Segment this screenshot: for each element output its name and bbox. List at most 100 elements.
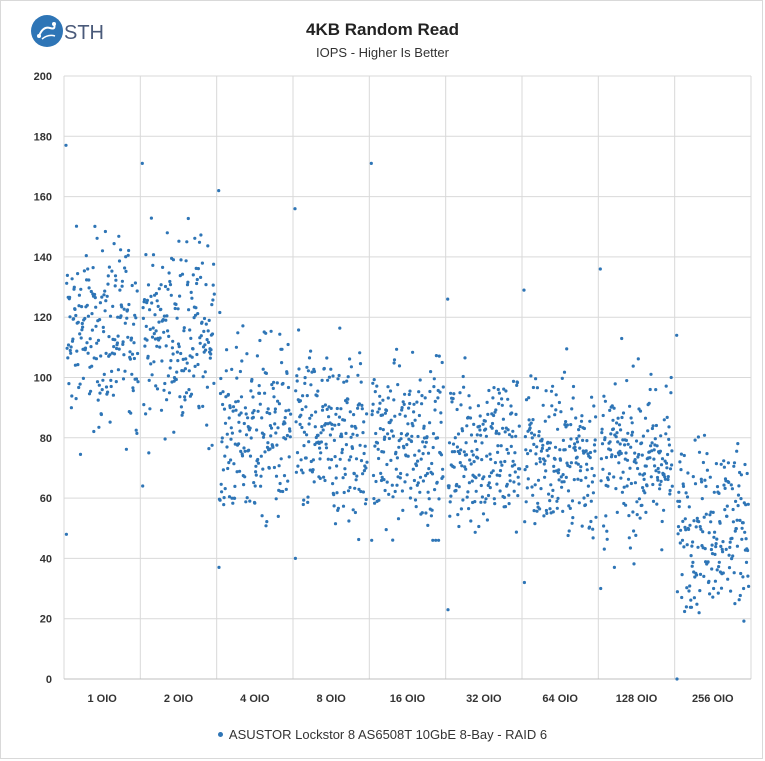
data-point	[304, 456, 308, 460]
data-point	[147, 451, 151, 455]
data-point	[699, 477, 703, 481]
data-point	[227, 495, 232, 499]
data-point	[531, 418, 535, 422]
data-point	[174, 302, 178, 306]
data-point	[234, 400, 238, 404]
data-point	[231, 501, 235, 505]
data-point	[166, 374, 170, 378]
data-point	[511, 429, 515, 433]
data-point	[180, 272, 185, 276]
data-point	[451, 397, 455, 401]
data-point	[696, 435, 701, 439]
data-point	[615, 431, 619, 435]
data-point	[651, 482, 655, 487]
data-point	[222, 407, 227, 411]
data-point	[581, 438, 585, 442]
data-point	[182, 369, 186, 373]
data-point	[584, 476, 588, 480]
data-point	[386, 396, 390, 400]
data-point	[592, 443, 597, 447]
data-point	[87, 278, 91, 282]
data-point	[570, 521, 574, 525]
data-point	[371, 473, 376, 478]
data-point	[278, 332, 282, 336]
data-point	[655, 502, 659, 506]
data-point	[469, 462, 473, 466]
data-point	[278, 481, 282, 486]
data-point	[217, 189, 221, 193]
data-point	[93, 296, 97, 300]
data-point	[577, 428, 581, 432]
data-point	[446, 297, 450, 301]
data-point	[707, 579, 711, 584]
data-point	[682, 545, 686, 549]
data-point	[721, 571, 725, 575]
data-point	[301, 394, 305, 398]
data-point	[657, 470, 661, 474]
data-point	[184, 259, 188, 263]
data-point	[449, 391, 453, 395]
data-point	[664, 461, 669, 465]
data-point	[493, 461, 497, 465]
data-point	[448, 514, 452, 518]
data-point	[141, 306, 145, 310]
data-point	[233, 484, 237, 488]
data-point	[553, 445, 558, 449]
data-point	[494, 429, 499, 433]
data-point	[619, 428, 623, 432]
data-point	[582, 496, 586, 500]
data-point	[435, 436, 440, 440]
data-point	[545, 511, 549, 515]
data-point	[736, 504, 740, 508]
data-point	[458, 451, 462, 456]
data-point	[549, 389, 554, 393]
data-point	[746, 502, 750, 506]
data-point	[407, 392, 411, 397]
data-point	[649, 444, 653, 448]
data-point	[593, 449, 597, 453]
data-point	[263, 391, 267, 395]
data-point	[209, 348, 213, 352]
data-point	[734, 499, 738, 503]
data-point	[346, 375, 350, 379]
data-point	[741, 575, 745, 579]
data-point	[582, 426, 587, 431]
data-point	[184, 391, 189, 395]
data-point	[705, 452, 709, 456]
data-point	[225, 432, 229, 436]
data-point	[128, 357, 132, 361]
data-point	[96, 398, 100, 402]
data-point	[157, 320, 161, 324]
data-point	[619, 451, 623, 455]
data-point	[252, 409, 256, 413]
data-point	[101, 378, 105, 382]
data-point	[555, 506, 559, 510]
data-point	[281, 489, 285, 494]
data-point	[602, 524, 606, 528]
data-point	[497, 402, 501, 406]
data-point	[179, 405, 183, 409]
data-point	[270, 383, 274, 387]
data-point	[710, 543, 714, 547]
data-point	[159, 307, 163, 311]
data-point	[544, 389, 548, 393]
data-point	[397, 445, 401, 449]
data-point	[152, 360, 156, 364]
data-point	[738, 470, 742, 475]
data-point	[600, 442, 605, 446]
data-point	[622, 485, 626, 489]
data-point	[91, 266, 95, 270]
data-point	[116, 368, 120, 372]
data-point	[433, 408, 437, 412]
data-point	[739, 473, 744, 477]
data-point	[130, 352, 135, 356]
data-point	[77, 293, 81, 297]
data-point	[724, 547, 728, 552]
data-point	[739, 497, 743, 501]
data-point	[126, 335, 130, 339]
data-point	[378, 427, 382, 431]
data-point	[733, 529, 737, 533]
data-point	[158, 336, 162, 340]
data-point	[550, 404, 554, 408]
data-point	[439, 453, 444, 457]
